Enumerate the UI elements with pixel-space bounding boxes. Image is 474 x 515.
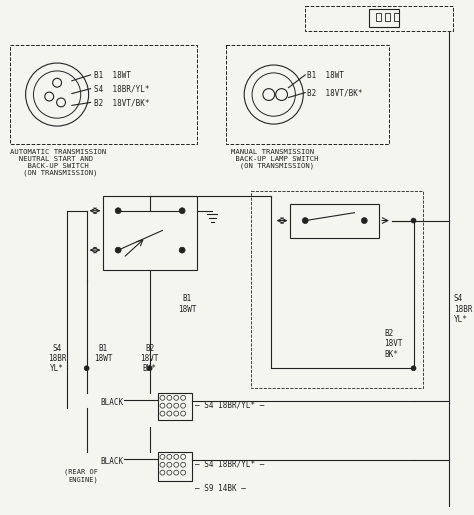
Circle shape bbox=[179, 247, 185, 253]
Circle shape bbox=[411, 366, 416, 371]
Text: S4
18BR
YL*: S4 18BR YL* bbox=[48, 344, 66, 373]
Text: — S4 18BR/YL* —: — S4 18BR/YL* — bbox=[195, 401, 264, 410]
Bar bbox=[369, 9, 399, 27]
Bar bbox=[385, 13, 390, 21]
Bar bbox=[157, 393, 192, 420]
Text: AUTOMATIC TRANSMISSION
  NEUTRAL START AND
    BACK-UP SWITCH
   (ON TRANSMISSIO: AUTOMATIC TRANSMISSION NEUTRAL START AND… bbox=[10, 149, 106, 176]
Text: B2  18VT/BK*: B2 18VT/BK* bbox=[307, 89, 363, 98]
Bar bbox=[157, 452, 192, 482]
Text: BLACK: BLACK bbox=[100, 398, 123, 407]
Text: B2  18VT/BK*: B2 18VT/BK* bbox=[93, 98, 149, 108]
Text: B1
18WT: B1 18WT bbox=[94, 344, 113, 363]
Text: MANUAL TRANSMISSION
 BACK-UP LAMP SWITCH
  (ON TRANSMISSION): MANUAL TRANSMISSION BACK-UP LAMP SWITCH … bbox=[231, 149, 319, 169]
Text: — S4 18BR/YL* —: — S4 18BR/YL* — bbox=[195, 460, 264, 469]
Bar bbox=[251, 191, 423, 388]
Text: B1  18WT: B1 18WT bbox=[93, 71, 130, 80]
Circle shape bbox=[147, 366, 152, 371]
Text: B1
18WT: B1 18WT bbox=[178, 295, 196, 314]
Text: B2
18VT
BK*: B2 18VT BK* bbox=[140, 344, 159, 373]
Bar bbox=[103, 196, 197, 270]
Circle shape bbox=[84, 366, 89, 371]
Text: (REAR OF
ENGINE): (REAR OF ENGINE) bbox=[64, 469, 99, 483]
Circle shape bbox=[411, 218, 416, 223]
Circle shape bbox=[179, 208, 185, 214]
Text: B1  18WT: B1 18WT bbox=[307, 71, 344, 80]
Bar bbox=[10, 45, 197, 144]
Circle shape bbox=[361, 218, 367, 224]
Circle shape bbox=[302, 218, 308, 224]
Text: S4
18BR
YL*: S4 18BR YL* bbox=[454, 294, 473, 324]
Bar bbox=[394, 13, 399, 21]
Bar bbox=[305, 6, 453, 30]
Bar bbox=[291, 204, 379, 238]
Circle shape bbox=[115, 208, 121, 214]
Circle shape bbox=[115, 247, 121, 253]
Bar bbox=[376, 13, 381, 21]
Text: S4  18BR/YL*: S4 18BR/YL* bbox=[93, 84, 149, 94]
Bar bbox=[227, 45, 389, 144]
Text: — S9 14BK —: — S9 14BK — bbox=[195, 485, 246, 493]
Text: BLACK: BLACK bbox=[100, 457, 123, 466]
Text: B2
18VT
BK*: B2 18VT BK* bbox=[384, 329, 402, 358]
